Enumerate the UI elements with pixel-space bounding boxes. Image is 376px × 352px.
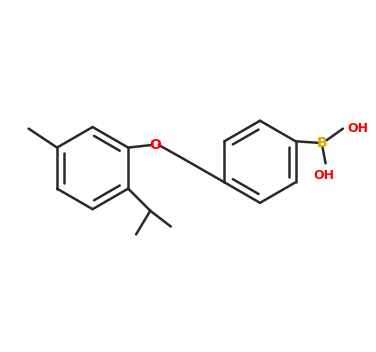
Text: OH: OH — [314, 169, 335, 182]
Text: B: B — [317, 136, 328, 150]
Text: OH: OH — [348, 122, 369, 135]
Text: O: O — [149, 138, 161, 152]
